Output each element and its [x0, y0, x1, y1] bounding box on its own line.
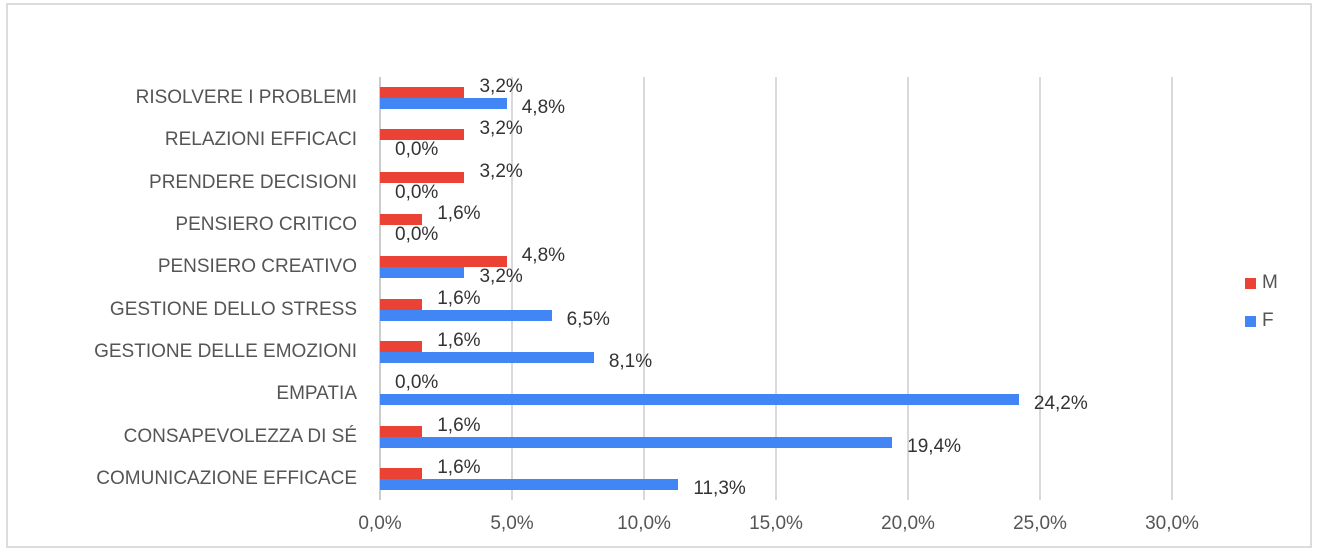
legend-swatch-f	[1245, 315, 1256, 327]
category-label: RELAZIONI EFFICACI	[164, 129, 357, 151]
value-label-m: 1,6%	[437, 414, 481, 436]
value-label-f: 8,1%	[608, 350, 653, 372]
value-label-m: 1,6%	[437, 287, 481, 309]
value-label-f: 4,8%	[521, 97, 566, 119]
bar-m[interactable]	[380, 214, 423, 226]
bar-m[interactable]	[380, 340, 423, 352]
value-label-f: 19,4%	[907, 435, 962, 457]
chart-title	[380, 20, 1180, 44]
bar-f[interactable]	[380, 478, 679, 490]
category-label: RISOLVERE I PROBLEMI	[135, 87, 357, 109]
gridline	[775, 77, 777, 500]
value-label-f: 3,2%	[479, 266, 523, 288]
bar-f[interactable]	[380, 98, 507, 110]
legend-label-f: F	[1262, 310, 1274, 331]
value-label-m: 1,6%	[437, 203, 481, 225]
bar-m[interactable]	[380, 425, 423, 437]
value-label-m: 3,2%	[479, 76, 523, 98]
value-label-m: 1,6%	[437, 456, 481, 478]
bar-f[interactable]	[380, 267, 465, 279]
bar-f[interactable]	[380, 394, 1019, 406]
value-label-m: 3,2%	[479, 160, 523, 182]
value-label-f: 0,0%	[395, 181, 439, 203]
x-tick-label: 5,0%	[490, 513, 534, 534]
category-label: PENSIERO CRITICO	[175, 214, 357, 236]
category-label: CONSAPEVOLEZZA DI SÉ	[123, 425, 357, 447]
legend: M F	[1245, 272, 1278, 348]
legend-swatch-m	[1245, 277, 1256, 289]
bar-f[interactable]	[380, 351, 594, 363]
category-label: COMUNICAZIONE EFFICACE	[96, 467, 357, 489]
value-label-f: 11,3%	[693, 477, 746, 499]
gridline	[643, 77, 645, 500]
legend-label-m: M	[1262, 272, 1278, 293]
value-label-m: 4,8%	[521, 245, 566, 267]
bar-m[interactable]	[380, 171, 465, 183]
value-label-f: 0,0%	[395, 139, 439, 161]
legend-item-f[interactable]: F	[1245, 310, 1278, 332]
category-label: GESTIONE DELLE EMOZIONI	[94, 340, 357, 362]
gridline	[1171, 77, 1173, 500]
value-label-f: 24,2%	[1033, 393, 1088, 415]
bar-f[interactable]	[380, 309, 552, 321]
bar-m[interactable]	[380, 256, 507, 268]
x-tick-label: 20,0%	[881, 513, 935, 534]
gridline	[907, 77, 909, 500]
gridline	[379, 77, 381, 500]
category-label: GESTIONE DELLO STRESS	[109, 298, 357, 320]
x-tick-label: 25,0%	[1013, 513, 1067, 534]
category-label: PENSIERO CREATIVO	[157, 256, 357, 278]
value-label-f: 6,5%	[566, 308, 610, 330]
gridline	[511, 77, 513, 500]
bar-m[interactable]	[380, 467, 423, 479]
legend-item-m[interactable]: M	[1245, 272, 1278, 294]
bar-f[interactable]	[380, 436, 893, 448]
x-tick-label: 15,0%	[749, 513, 803, 534]
x-tick-label: 0,0%	[358, 513, 402, 534]
value-label-m: 3,2%	[479, 118, 523, 140]
bar-m[interactable]	[380, 87, 465, 99]
bar-m[interactable]	[380, 129, 465, 141]
gridline	[1039, 77, 1041, 500]
value-label-m: 0,0%	[395, 372, 439, 394]
value-label-f: 0,0%	[395, 224, 439, 246]
x-tick-label: 10,0%	[617, 513, 671, 534]
bar-m[interactable]	[380, 298, 423, 310]
plot-area: 3,2% 4,8% 3,2% 0,0% 3,2% 0,0% 1,6% 0,0% 4,8% 3,2%…	[379, 76, 1173, 500]
category-label: EMPATIA	[276, 383, 357, 405]
category-label: PRENDERE DECISIONI	[149, 171, 357, 193]
chart-frame	[6, 3, 1312, 548]
value-label-m: 1,6%	[437, 329, 481, 351]
x-tick-label: 30,0%	[1145, 513, 1199, 534]
